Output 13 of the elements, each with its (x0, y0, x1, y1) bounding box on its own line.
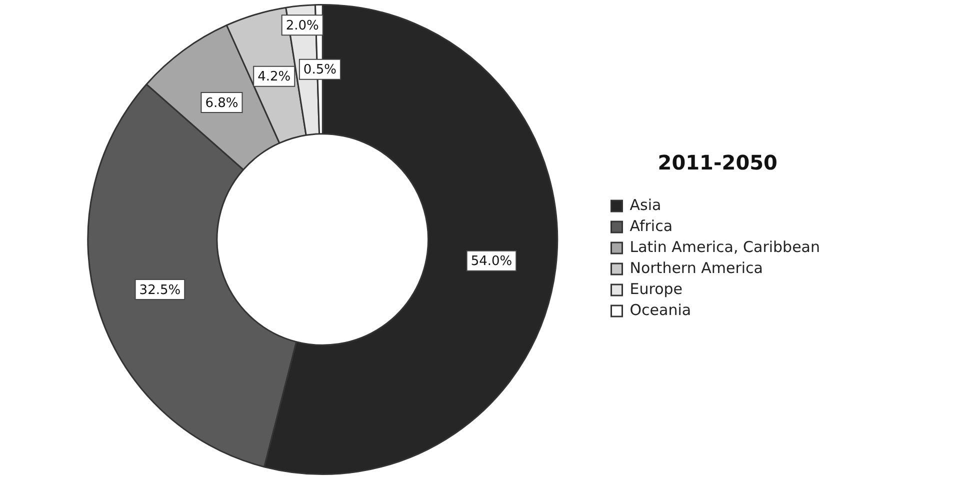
legend-title: 2011-2050 (658, 150, 778, 175)
data-label: 0.5% (303, 62, 336, 78)
legend-label: Oceania (630, 300, 692, 319)
data-label: 2.0% (286, 18, 319, 34)
data-label: 32.5% (139, 282, 181, 298)
legend-label: Asia (630, 196, 662, 214)
legend-label: Europe (630, 280, 682, 298)
legend-label: Africa (630, 216, 673, 235)
legend-label: Latin America, Caribbean (630, 238, 820, 256)
data-label: 6.8% (205, 96, 238, 111)
data-label: 4.2% (258, 70, 291, 85)
legend-label: Northern America (630, 258, 763, 277)
data-label: 54.0% (470, 254, 512, 270)
